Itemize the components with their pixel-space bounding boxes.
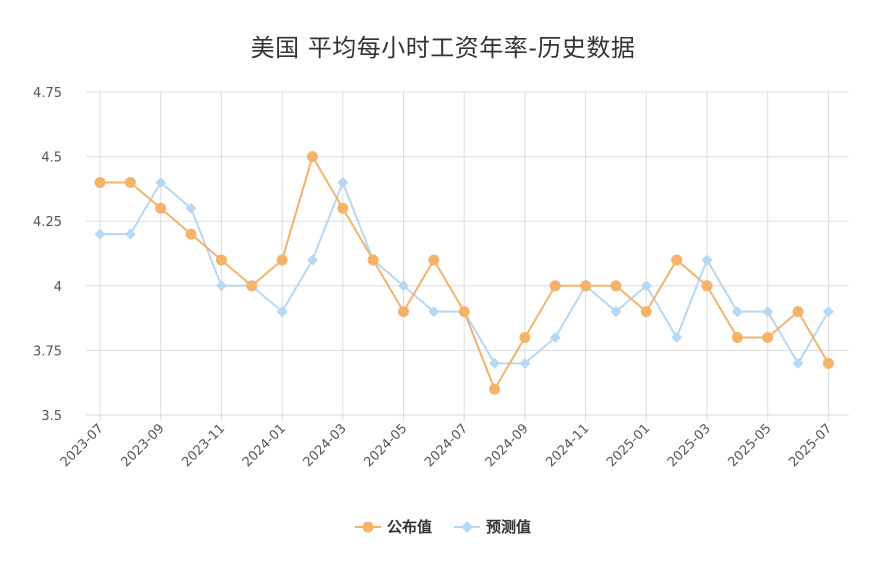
data-point-series-0[interactable] [610,280,622,292]
x-tick-label: 2023-07 [58,421,107,470]
data-point-series-0[interactable] [519,331,531,343]
data-point-series-1[interactable] [94,228,106,240]
data-point-series-1[interactable] [792,357,804,369]
x-tick-label: 2025-03 [665,421,714,470]
data-point-series-1[interactable] [762,306,774,318]
x-tick-label: 2024-05 [361,421,410,470]
data-point-series-0[interactable] [398,306,409,318]
legend-swatch-series-1 [454,520,480,533]
data-point-series-0[interactable] [215,254,227,266]
data-point-series-0[interactable] [306,151,318,163]
data-point-series-0[interactable] [762,331,774,343]
y-tick-label: 3.5 [41,409,62,424]
chart-title: 美国 平均每小时工资年率-历史数据 [250,34,636,62]
data-point-series-1[interactable] [306,254,318,266]
data-point-series-1[interactable] [671,331,683,343]
axes: 3.5 3.75 4 4.25 4.5 4.75 2023-07 2023-09 2023-11… [33,86,835,470]
data-point-series-1[interactable] [337,176,349,188]
x-tick-label: 2024-09 [483,421,532,470]
data-point-series-0[interactable] [549,280,561,292]
data-point-series-1[interactable] [489,357,501,369]
x-tick-label: 2024-07 [422,421,471,470]
legend-label-series-1: 预测值 [486,518,532,536]
data-point-series-0[interactable] [428,254,440,266]
data-point-series-0[interactable] [580,280,592,292]
data-point-series-1[interactable] [124,228,136,240]
x-tick-label: 2023-11 [179,421,228,470]
x-tick-label: 2025-05 [726,421,775,470]
data-point-series-0[interactable] [792,306,804,318]
y-tick-label: 3.75 [33,344,62,359]
legend: 公布值 预测值 [0,516,886,537]
data-point-series-0[interactable] [671,254,683,266]
y-tick-label: 4.5 [41,151,62,166]
data-point-series-0[interactable] [458,306,470,318]
data-point-series-1[interactable] [701,254,713,266]
y-tick-label: 4.25 [33,215,62,230]
data-point-series-0[interactable] [822,357,834,369]
data-point-series-1[interactable] [185,202,197,214]
x-tick-label: 2024-03 [301,421,350,470]
data-point-series-1[interactable] [519,357,531,369]
data-point-series-0[interactable] [155,202,167,214]
data-point-series-1[interactable] [610,306,622,318]
y-tick-label: 4.75 [33,86,62,101]
data-point-series-1[interactable] [398,280,409,292]
data-point-series-0[interactable] [185,228,197,240]
y-tick-label: 4 [54,280,62,295]
x-tick-label: 2025-07 [786,421,835,470]
data-point-series-1[interactable] [731,306,743,318]
x-tick-label: 2024-11 [543,421,592,470]
data-point-series-1[interactable] [276,306,288,318]
legend-item-series-1[interactable]: 预测值 [454,516,531,537]
data-point-series-0[interactable] [246,280,258,292]
x-tick-label: 2025-01 [604,421,653,470]
data-point-series-1[interactable] [822,306,834,318]
data-point-series-1[interactable] [215,280,227,292]
data-point-series-0[interactable] [367,254,379,266]
legend-item-series-0[interactable]: 公布值 [354,516,432,537]
data-point-series-0[interactable] [94,176,106,188]
grid [86,91,849,421]
data-point-series-0[interactable] [489,383,501,395]
data-point-series-1[interactable] [155,176,167,188]
legend-swatch-series-0 [354,521,381,532]
data-point-series-0[interactable] [731,331,743,343]
data-point-series-1[interactable] [640,280,652,292]
series [94,151,834,395]
data-point-series-0[interactable] [276,254,288,266]
legend-label-series-0: 公布值 [386,518,432,536]
x-tick-label: 2024-01 [240,421,289,470]
data-point-series-1[interactable] [549,331,561,343]
data-point-series-0[interactable] [337,202,349,214]
data-point-series-1[interactable] [428,306,440,318]
data-point-series-0[interactable] [701,280,713,292]
data-point-series-0[interactable] [124,176,136,188]
x-tick-label: 2023-09 [119,421,168,470]
data-point-series-0[interactable] [640,306,652,318]
